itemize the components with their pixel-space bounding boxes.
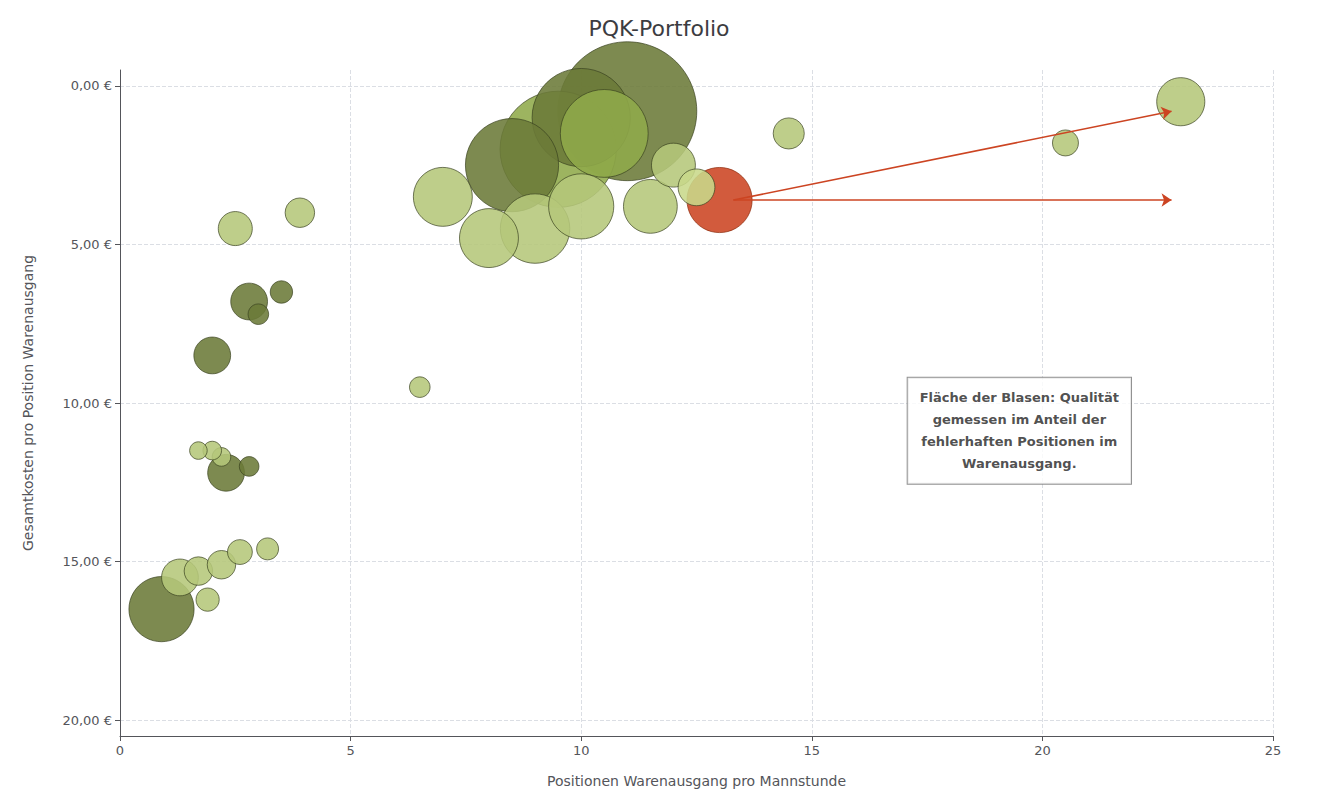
svg-text:20: 20 [1034, 743, 1051, 758]
svg-text:5,00 €: 5,00 € [71, 237, 112, 252]
svg-text:Warenausgang.: Warenausgang. [962, 456, 1076, 471]
svg-text:gemessen im Anteil der: gemessen im Anteil der [933, 412, 1107, 427]
svg-text:10,00 €: 10,00 € [62, 396, 112, 411]
svg-text:0,00 €: 0,00 € [71, 78, 112, 93]
svg-text:Fläche der Blasen: Qualität: Fläche der Blasen: Qualität [920, 390, 1119, 405]
svg-text:10: 10 [573, 743, 590, 758]
svg-text:Positionen Warenausgang pro Ma: Positionen Warenausgang pro Mannstunde [547, 773, 846, 789]
svg-text:fehlerhaften Positionen im: fehlerhaften Positionen im [921, 434, 1117, 449]
svg-text:15: 15 [804, 743, 821, 758]
svg-text:25: 25 [1265, 743, 1282, 758]
svg-text:Gesamtkosten pro Position Ware: Gesamtkosten pro Position Warenausgang [20, 255, 36, 551]
svg-text:20,00 €: 20,00 € [62, 713, 112, 728]
svg-text:15,00 €: 15,00 € [62, 554, 112, 569]
svg-text:0: 0 [116, 743, 124, 758]
svg-text:PQK-Portfolio: PQK-Portfolio [588, 16, 729, 41]
svg-text:5: 5 [346, 743, 354, 758]
